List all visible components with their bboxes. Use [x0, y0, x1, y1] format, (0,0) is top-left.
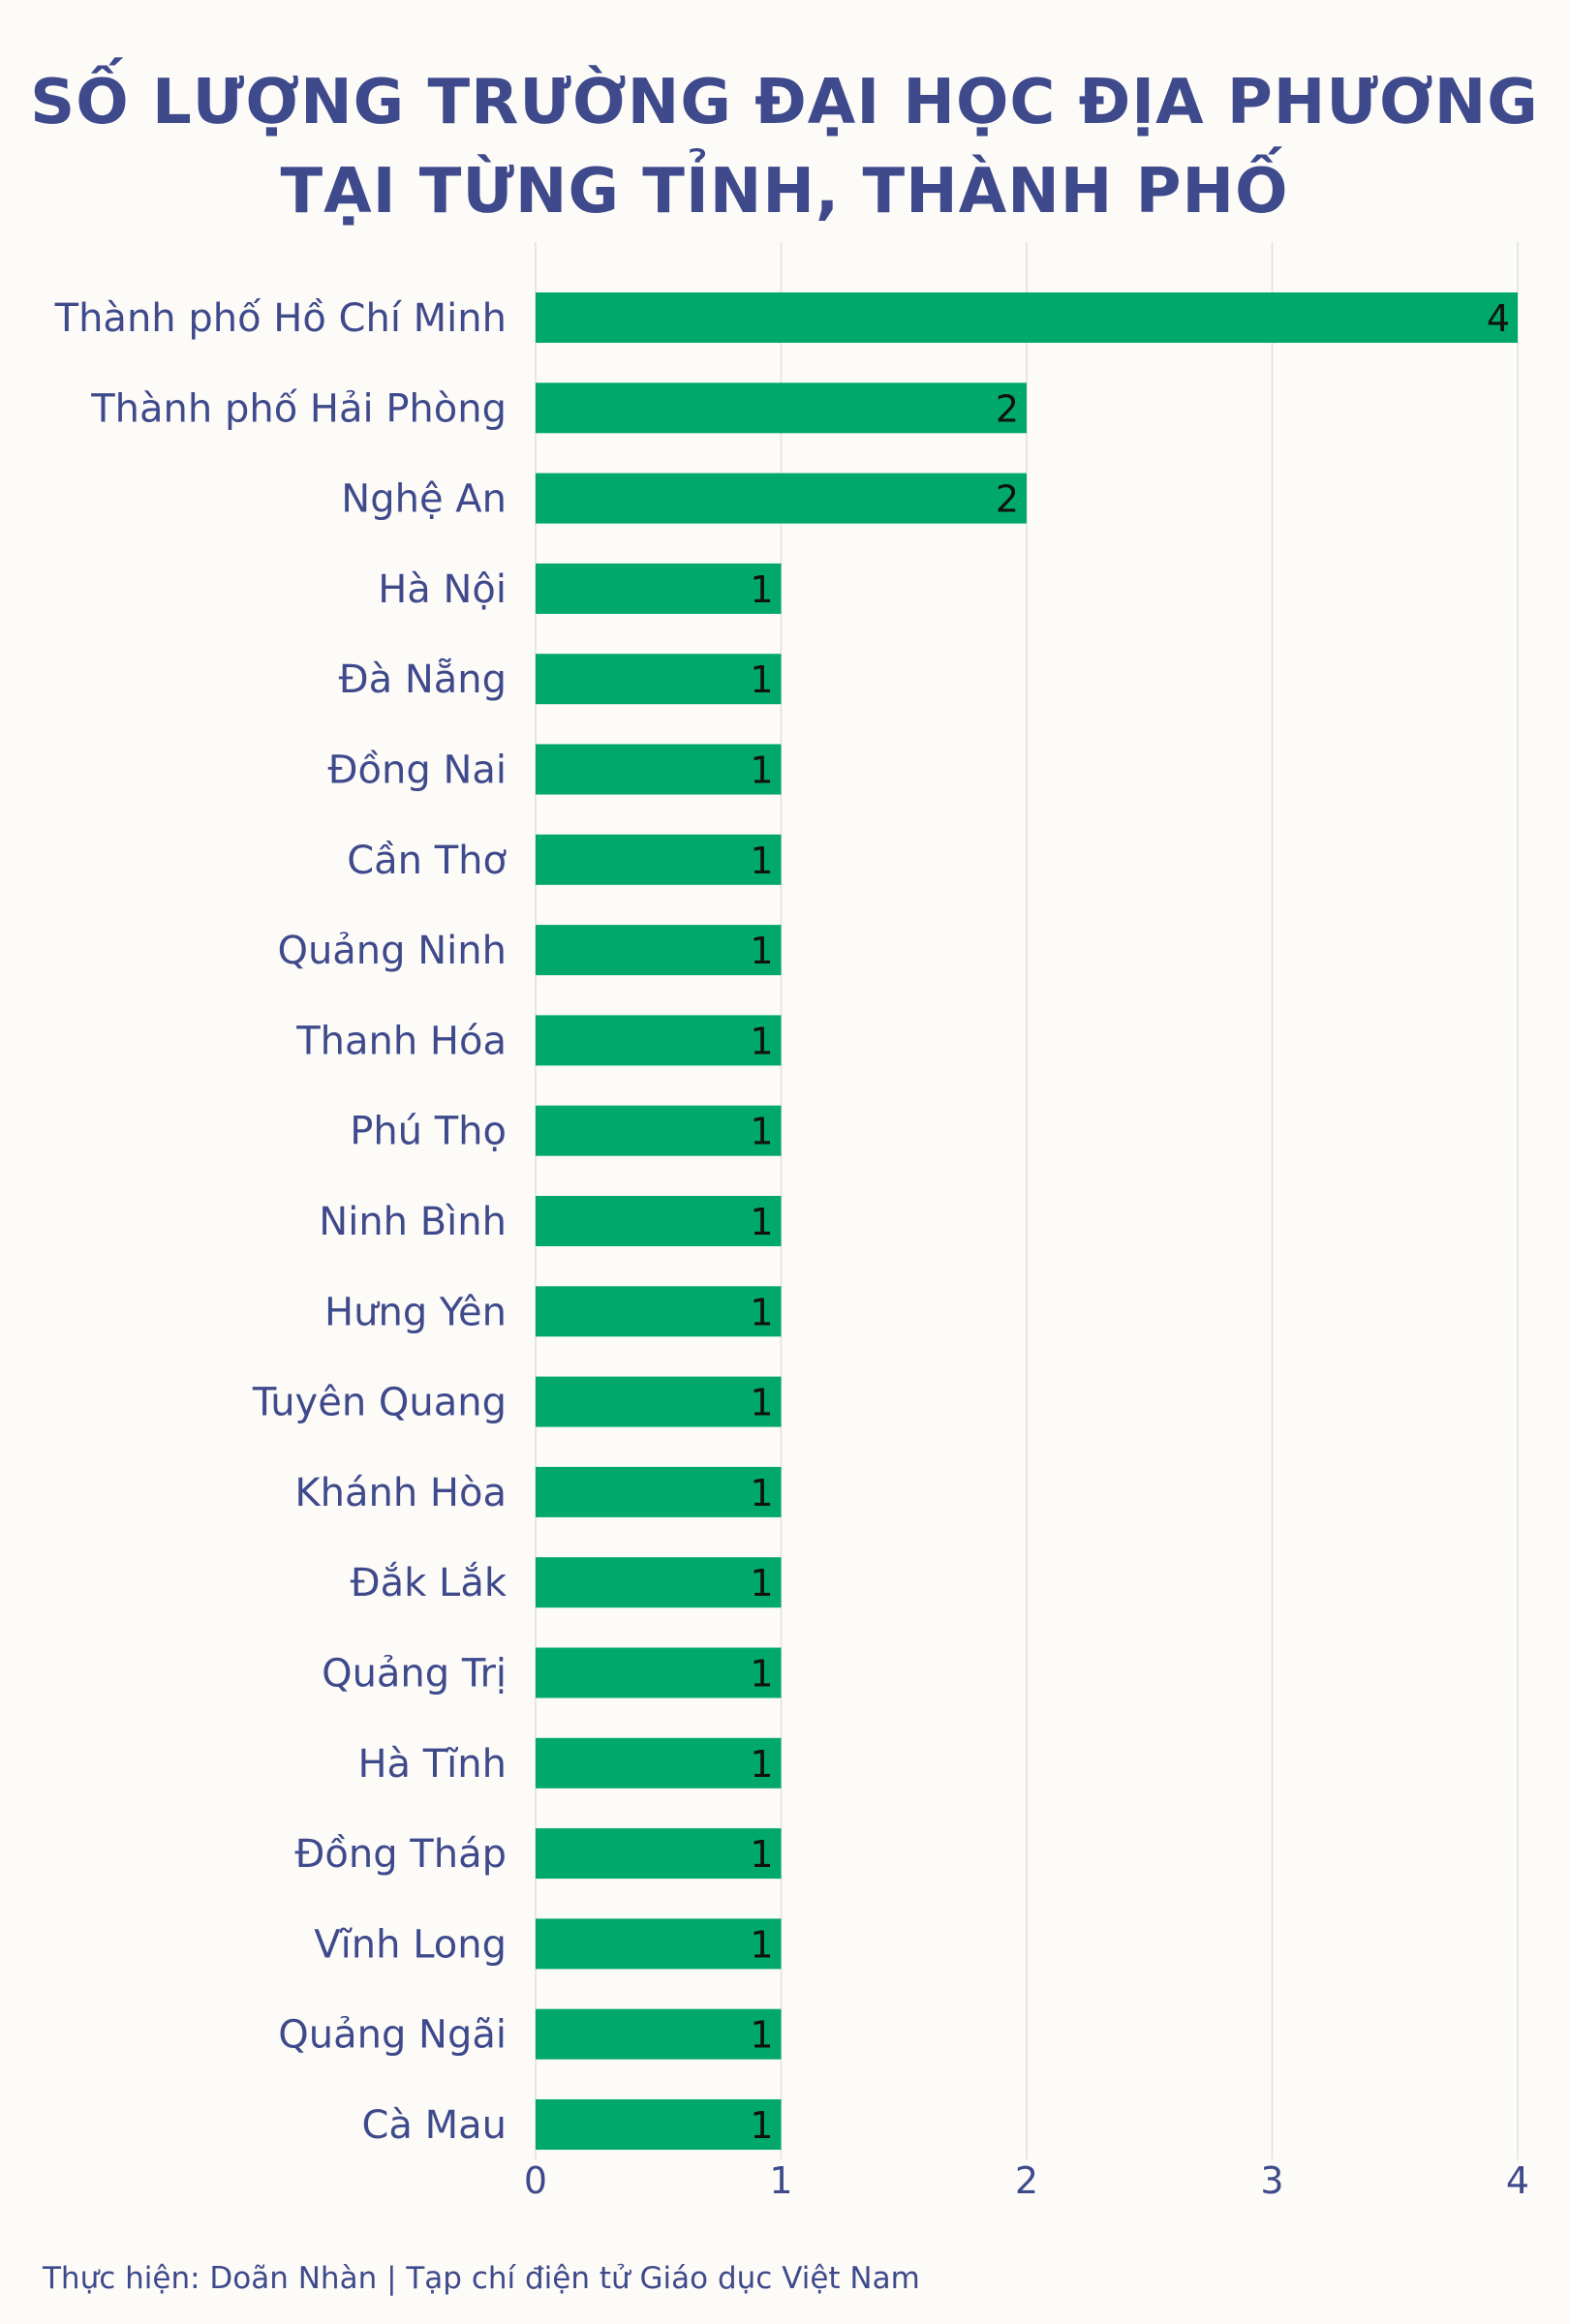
x-tick-label: 2	[1015, 2159, 1038, 2202]
data-label: 2	[996, 478, 1019, 521]
category-label: Cà Mau	[361, 2103, 507, 2148]
data-label: 1	[750, 1743, 773, 1786]
category-label: Quảng Ninh	[277, 929, 507, 973]
bar	[536, 654, 782, 705]
x-tick-label: 3	[1260, 2159, 1283, 2202]
bar	[536, 1286, 782, 1337]
data-label: 1	[750, 658, 773, 701]
category-label: Vĩnh Long	[314, 1922, 507, 1967]
category-label: Phú Thọ	[350, 1110, 507, 1154]
data-label: 1	[750, 1111, 773, 1153]
bar	[536, 1647, 782, 1698]
category-label: Cần Thơ	[347, 839, 507, 883]
category-label: Đồng Tháp	[294, 1832, 507, 1877]
category-label: Thành phố Hồ Chí Minh	[54, 296, 507, 341]
bar	[536, 1918, 782, 1970]
data-label: 1	[750, 1562, 773, 1605]
category-label: Quảng Ngãi	[278, 2013, 507, 2058]
bar	[536, 292, 1518, 343]
bar	[536, 473, 1027, 524]
category-label: Ninh Bình	[319, 1200, 507, 1244]
data-label: 2	[996, 387, 1019, 430]
bar	[536, 1105, 782, 1156]
x-tick-label: 4	[1506, 2159, 1529, 2202]
data-label: 1	[750, 1923, 773, 1966]
bar	[536, 834, 782, 885]
bar	[536, 744, 782, 795]
data-label: 1	[750, 1833, 773, 1876]
chart-title-line-1: SỐ LƯỢNG TRƯỜNG ĐẠI HỌC ĐỊA PHƯƠNG	[30, 67, 1539, 138]
category-label: Thành phố Hải Phòng	[90, 386, 507, 431]
category-label: Nghệ An	[341, 477, 507, 522]
data-label: 1	[750, 930, 773, 972]
bar	[536, 1737, 782, 1789]
footer-credit: Thực hiện: Doãn Nhàn | Tạp chí điện tử G…	[43, 2261, 920, 2296]
x-tick-label: 1	[769, 2159, 792, 2202]
data-label: 1	[750, 1472, 773, 1514]
x-tick-label: 0	[524, 2159, 547, 2202]
data-label: 1	[750, 1291, 773, 1333]
bar	[536, 563, 782, 614]
bar	[536, 1466, 782, 1517]
data-label: 1	[750, 2104, 773, 2147]
category-label: Đà Nẵng	[339, 657, 507, 702]
bar	[536, 1828, 782, 1880]
category-label: Đắk Lắk	[351, 1561, 508, 1605]
category-label: Đồng Nai	[328, 749, 507, 793]
data-label: 1	[750, 568, 773, 611]
category-label: Tuyên Quang	[252, 1381, 507, 1425]
data-label: 4	[1487, 297, 1510, 340]
category-label: Thanh Hóa	[295, 1019, 507, 1063]
category-label: Hà Tĩnh	[357, 1742, 507, 1787]
data-label: 1	[750, 840, 773, 882]
bar	[536, 1557, 782, 1608]
data-label: 1	[750, 1201, 773, 1243]
bar	[536, 2099, 782, 2150]
data-label: 1	[750, 2014, 773, 2057]
bar	[536, 382, 1027, 434]
bar	[536, 1196, 782, 1246]
category-label: Hà Nội	[378, 567, 507, 612]
data-label: 1	[750, 749, 773, 792]
data-label: 1	[750, 1653, 773, 1696]
bar	[536, 925, 782, 976]
bar	[536, 1376, 782, 1427]
category-label: Khánh Hòa	[294, 1471, 507, 1515]
data-label: 1	[750, 1382, 773, 1424]
bar	[536, 1015, 782, 1066]
bar	[536, 2008, 782, 2060]
data-label: 1	[750, 1020, 773, 1062]
category-label: Hưng Yên	[324, 1290, 507, 1334]
chart-title-line-2: TẠI TỪNG TỈNH, THÀNH PHỐ	[280, 156, 1289, 228]
category-label: Quảng Trị	[322, 1652, 507, 1697]
chart-title: SỐ LƯỢNG TRƯỜNG ĐẠI HỌC ĐỊA PHƯƠNG TẠI T…	[0, 58, 1569, 236]
